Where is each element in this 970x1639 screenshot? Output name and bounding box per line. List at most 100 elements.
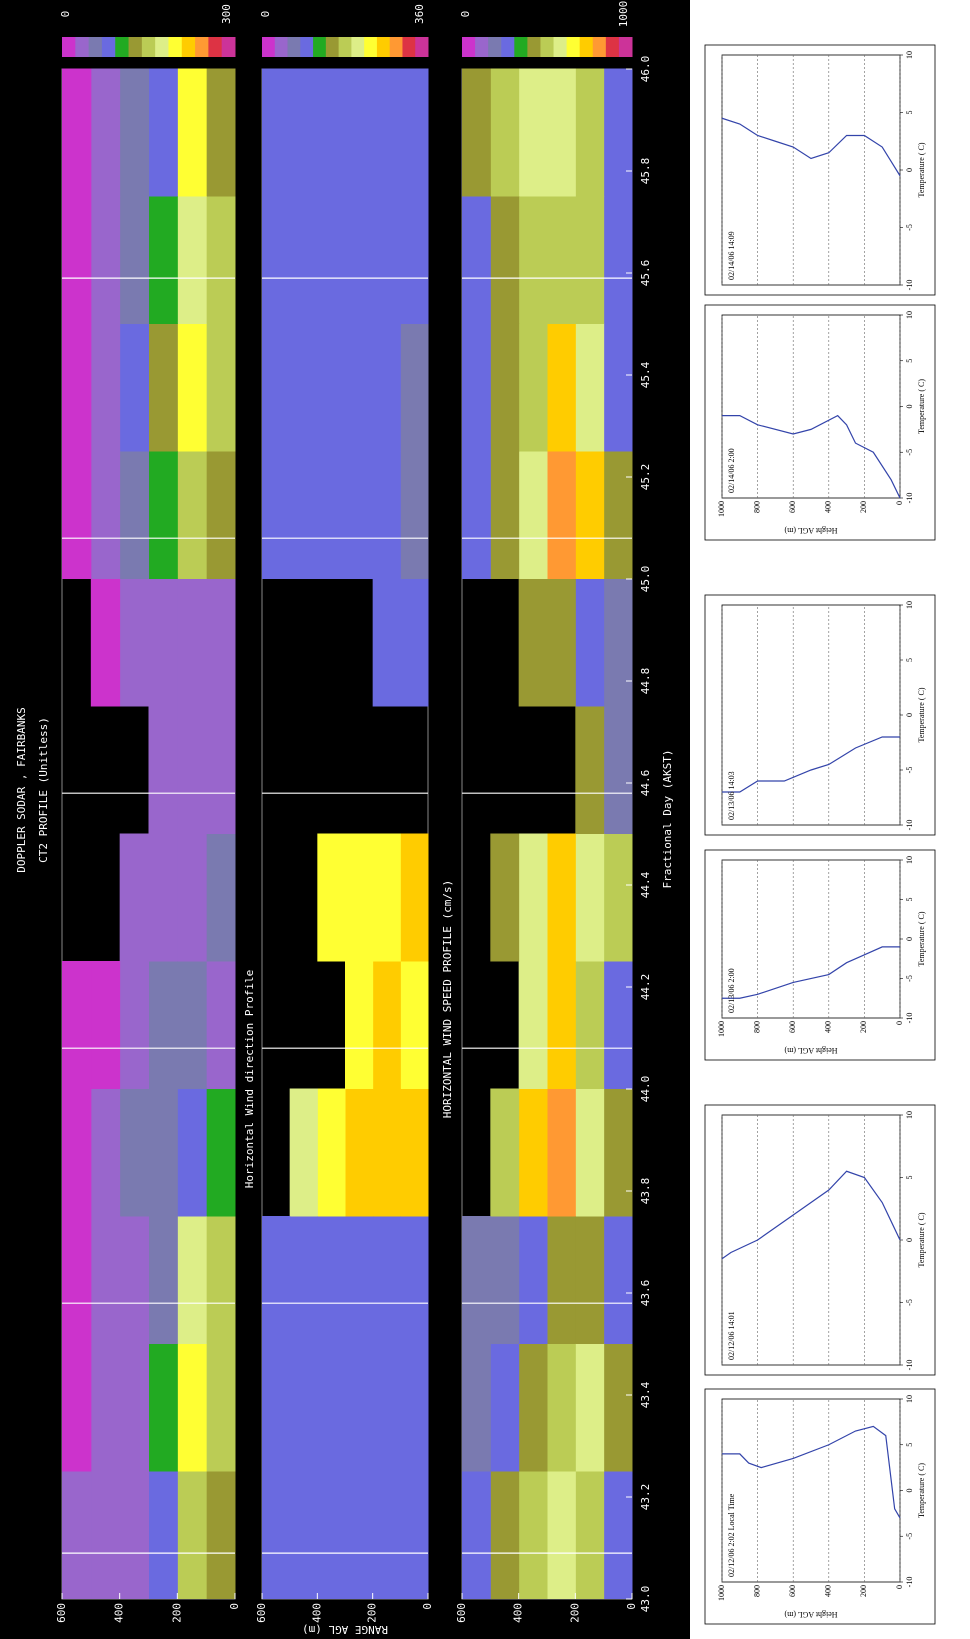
heat-cell — [289, 1216, 318, 1344]
y-tick-label: 200 — [366, 1603, 379, 1623]
heat-cell — [90, 1343, 121, 1472]
heat-cell — [177, 1471, 207, 1599]
x-axis-label: Fractional Day (AKST) — [661, 749, 674, 888]
heat-cell — [148, 323, 178, 452]
heat-cell — [400, 1088, 429, 1217]
heat-cell — [518, 451, 548, 579]
heat-cell — [119, 578, 149, 707]
x-axis-label: Temperature ( C) — [917, 1463, 926, 1518]
plot-area — [721, 859, 901, 1019]
heat-cell — [462, 68, 491, 197]
heat-cell — [372, 578, 401, 707]
heat-cell — [400, 961, 429, 1089]
colorbar-segment — [514, 37, 528, 57]
y-tick-label: 400 — [824, 1585, 833, 1597]
x-tick-label: 43.6 — [639, 1280, 652, 1307]
x-tick-label: 5 — [905, 359, 914, 363]
heat-cell — [148, 1343, 178, 1472]
colorbar-segment — [566, 37, 581, 57]
heat-cell — [148, 961, 178, 1089]
heat-cell — [575, 68, 605, 197]
x-tick-label: 0 — [905, 168, 914, 172]
heat-cell — [345, 1343, 374, 1472]
colorbar-label: 300 — [220, 4, 233, 24]
colorbar-segment — [592, 37, 607, 57]
heat-cell — [490, 196, 520, 324]
heat-cell — [372, 68, 401, 197]
heat-cell — [317, 833, 346, 962]
heat-cell — [148, 1088, 178, 1217]
heat-cell — [90, 1216, 121, 1344]
heat-cell — [206, 68, 236, 197]
y-tick-label: 0 — [895, 1585, 904, 1589]
x-tick-label: 0 — [905, 937, 914, 941]
colorbar-segment — [415, 37, 429, 57]
heat-cell — [262, 451, 291, 579]
y-tick-label: 400 — [824, 501, 833, 513]
heat-cell — [62, 451, 92, 579]
x-tick-label: 44.4 — [639, 871, 652, 898]
heat-cell — [575, 196, 605, 324]
heat-cell — [575, 961, 605, 1089]
x-tick-label: 5 — [905, 1443, 914, 1447]
heat-cell — [400, 1471, 429, 1599]
heat-cell — [462, 1471, 491, 1599]
colorbar-segment — [475, 37, 489, 57]
x-axis-label: Temperature ( C) — [917, 379, 926, 434]
y-tick-label: 1000 — [717, 1021, 726, 1037]
x-tick-label: 10 — [905, 856, 914, 864]
chart-title: DOPPLER SODAR , FAIRBANKS — [15, 707, 28, 873]
heat-cell — [575, 1088, 605, 1217]
heat-cell — [345, 1471, 374, 1599]
chart-title: 02/12/06 2:02 Local Time — [727, 1493, 736, 1577]
heat-cell — [575, 1343, 605, 1472]
heat-cell — [518, 323, 548, 452]
heat-cell — [206, 1471, 236, 1599]
heat-cell — [547, 68, 576, 197]
heat-cell — [90, 578, 121, 707]
heat-cell — [206, 961, 236, 1089]
heat-cell — [289, 196, 318, 324]
x-tick-label: 5 — [905, 898, 914, 902]
colorbar-segment — [287, 37, 301, 57]
colorbar-segment — [313, 37, 327, 57]
x-tick-label: 45.0 — [639, 566, 652, 593]
x-tick-label: 43.2 — [639, 1484, 652, 1511]
x-tick-label: -10 — [905, 1013, 914, 1024]
colorbar-label: 0 — [459, 11, 472, 18]
panel-title: HORIZONTAL WIND SPEED PROFILE (cm/s) — [441, 880, 454, 1118]
heat-cell — [119, 833, 149, 962]
x-tick-label: -10 — [905, 280, 914, 291]
chart-title: 02/14/06 2:00 — [727, 448, 736, 493]
colorbar-segment — [553, 37, 568, 57]
heat-cell — [62, 1343, 92, 1472]
x-tick-label: -10 — [905, 493, 914, 504]
x-tick-label: 0 — [905, 1238, 914, 1242]
colorbar-segment — [75, 37, 90, 57]
sodar-panels: 0 200 400 600 0 300 DOPPLER SODAR , FAIRBANKS C… — [15, 1, 674, 1636]
y-axis-label: RANGE AGL (m) — [302, 1623, 388, 1636]
y-tick-label: 400 — [512, 1603, 525, 1623]
y-tick-label: 200 — [170, 1603, 183, 1623]
x-tick-label: -5 — [905, 975, 914, 982]
heat-cell — [148, 1471, 178, 1599]
heat-cell — [575, 323, 605, 452]
colorbar-segment — [501, 37, 515, 57]
heat-cell — [206, 706, 236, 834]
x-tick-label: 45.4 — [639, 361, 652, 388]
heat-cell — [262, 1216, 291, 1344]
x-tick-label: 43.0 — [639, 1586, 652, 1613]
y-tick-label: 600 — [455, 1603, 468, 1623]
x-axis-label: Temperature ( C) — [917, 911, 926, 966]
heat-cell — [177, 323, 207, 452]
colorbar-segment — [62, 37, 76, 57]
heat-cell — [547, 323, 576, 452]
heat-cell — [345, 196, 374, 324]
colorbar-segment — [262, 37, 276, 57]
heat-cell — [400, 196, 429, 324]
colorbar-segment — [181, 37, 196, 57]
profile-line — [721, 1170, 901, 1260]
chart-title: 02/13/06 2:00 — [727, 968, 736, 1013]
heat-cell — [119, 1471, 149, 1599]
